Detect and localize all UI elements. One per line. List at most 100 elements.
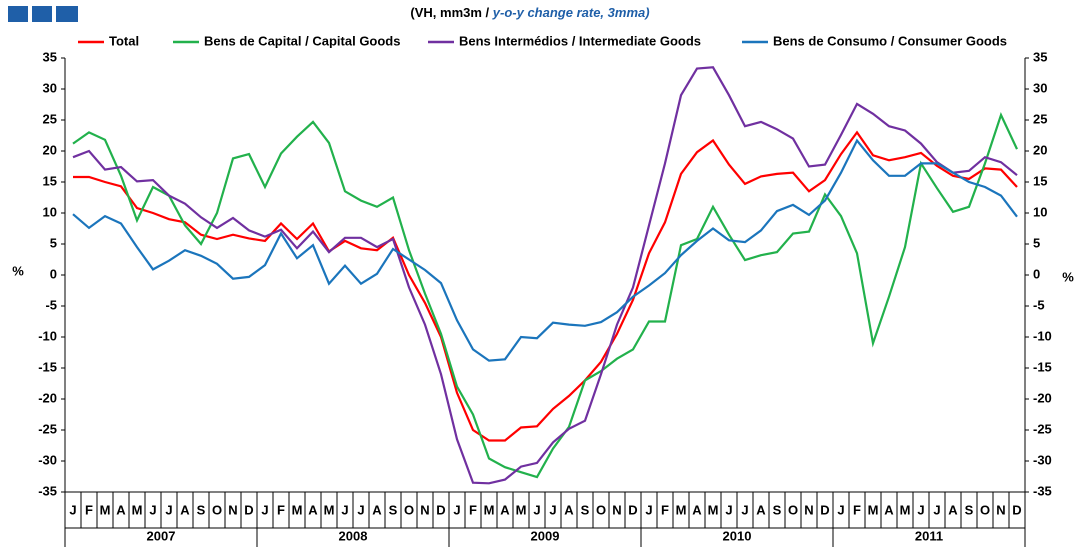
y-tick-label: 0 (50, 266, 57, 281)
year-label: 2011 (915, 528, 943, 543)
x-tick-label: D (436, 502, 445, 517)
logo (32, 6, 52, 22)
x-tick-label: M (484, 502, 495, 517)
x-tick-label: J (837, 502, 844, 517)
x-tick-label: J (549, 502, 556, 517)
x-tick-label: N (420, 502, 429, 517)
x-tick-label: A (692, 502, 702, 517)
series-line (73, 130, 1018, 442)
x-tick-label: S (389, 502, 398, 517)
x-tick-label: J (917, 502, 924, 517)
y-tick-label: 5 (50, 235, 57, 250)
x-tick-label: M (708, 502, 719, 517)
x-tick-label: N (228, 502, 237, 517)
y2-tick-label: 20 (1033, 142, 1047, 157)
y-tick-label: -30 (38, 452, 57, 467)
x-tick-label: M (132, 502, 143, 517)
y2-tick-label: -5 (1033, 297, 1045, 312)
y2-tick-label: 30 (1033, 80, 1047, 95)
y-tick-label: 10 (43, 204, 57, 219)
y2-tick-label: 0 (1033, 266, 1040, 281)
x-tick-label: O (212, 502, 222, 517)
x-tick-label: N (612, 502, 621, 517)
legend-label: Bens de Capital / Capital Goods (204, 33, 400, 48)
x-tick-label: J (261, 502, 268, 517)
x-tick-label: J (725, 502, 732, 517)
x-tick-label: J (165, 502, 172, 517)
y-tick-label: 25 (43, 111, 57, 126)
y2-tick-label: -10 (1033, 328, 1052, 343)
x-tick-label: A (948, 502, 958, 517)
y2-tick-label: -15 (1033, 359, 1052, 374)
x-tick-label: A (308, 502, 318, 517)
x-tick-label: D (628, 502, 637, 517)
series-line (72, 138, 1018, 362)
y-tick-label: -5 (45, 297, 57, 312)
y-tick-label: 35 (43, 49, 57, 64)
y-tick-label: -35 (38, 483, 57, 498)
x-tick-label: S (965, 502, 974, 517)
x-tick-label: O (980, 502, 990, 517)
x-tick-label: M (868, 502, 879, 517)
y2-tick-label: -30 (1033, 452, 1052, 467)
subtitle-part: y-o-y change rate, 3mma) (492, 5, 650, 20)
x-tick-label: O (596, 502, 606, 517)
x-tick-label: A (372, 502, 382, 517)
x-tick-label: O (404, 502, 414, 517)
y-tick-label: -15 (38, 359, 57, 374)
x-tick-label: S (773, 502, 782, 517)
x-tick-label: A (180, 502, 190, 517)
y-tick-label: -10 (38, 328, 57, 343)
x-tick-label: F (469, 502, 477, 517)
y-tick-label: 20 (43, 142, 57, 157)
legend-label: Bens de Consumo / Consumer Goods (773, 33, 1007, 48)
y-axis-label: % (12, 263, 24, 278)
x-tick-label: D (1012, 502, 1021, 517)
x-tick-label: J (741, 502, 748, 517)
x-tick-label: A (884, 502, 894, 517)
x-tick-label: F (277, 502, 285, 517)
year-label: 2008 (339, 528, 368, 543)
y2-tick-label: -20 (1033, 390, 1052, 405)
x-tick-label: J (341, 502, 348, 517)
x-tick-label: F (853, 502, 861, 517)
x-tick-label: A (756, 502, 766, 517)
x-tick-label: A (116, 502, 126, 517)
y2-tick-label: 25 (1033, 111, 1047, 126)
x-tick-label: J (69, 502, 76, 517)
subtitle-part: (VH, mm3m / (410, 5, 492, 20)
y2-tick-label: -35 (1033, 483, 1052, 498)
logo (8, 6, 28, 22)
x-tick-label: A (500, 502, 510, 517)
y-tick-label: -25 (38, 421, 57, 436)
x-tick-label: M (900, 502, 911, 517)
x-tick-label: F (85, 502, 93, 517)
y-tick-label: 30 (43, 80, 57, 95)
x-tick-label: N (996, 502, 1005, 517)
x-tick-label: A (564, 502, 574, 517)
year-label: 2007 (147, 528, 176, 543)
y2-axis-label: % (1062, 269, 1074, 284)
x-tick-label: J (357, 502, 364, 517)
x-tick-label: S (197, 502, 206, 517)
y-tick-label: 15 (43, 173, 57, 188)
x-tick-label: M (676, 502, 687, 517)
y2-tick-label: 15 (1033, 173, 1047, 188)
x-tick-label: J (645, 502, 652, 517)
logo (56, 6, 78, 22)
x-tick-label: F (661, 502, 669, 517)
x-tick-label: N (804, 502, 813, 517)
y2-tick-label: 10 (1033, 204, 1047, 219)
x-tick-label: M (100, 502, 111, 517)
subtitle: (VH, mm3m / y-o-y change rate, 3mma) (410, 5, 649, 20)
year-label: 2009 (531, 528, 560, 543)
y2-tick-label: 5 (1033, 235, 1040, 250)
year-label: 2010 (723, 528, 752, 543)
x-tick-label: J (533, 502, 540, 517)
series-line (72, 66, 1018, 485)
y2-tick-label: -25 (1033, 421, 1052, 436)
x-tick-label: M (292, 502, 303, 517)
x-tick-label: D (244, 502, 253, 517)
x-tick-label: M (516, 502, 527, 517)
